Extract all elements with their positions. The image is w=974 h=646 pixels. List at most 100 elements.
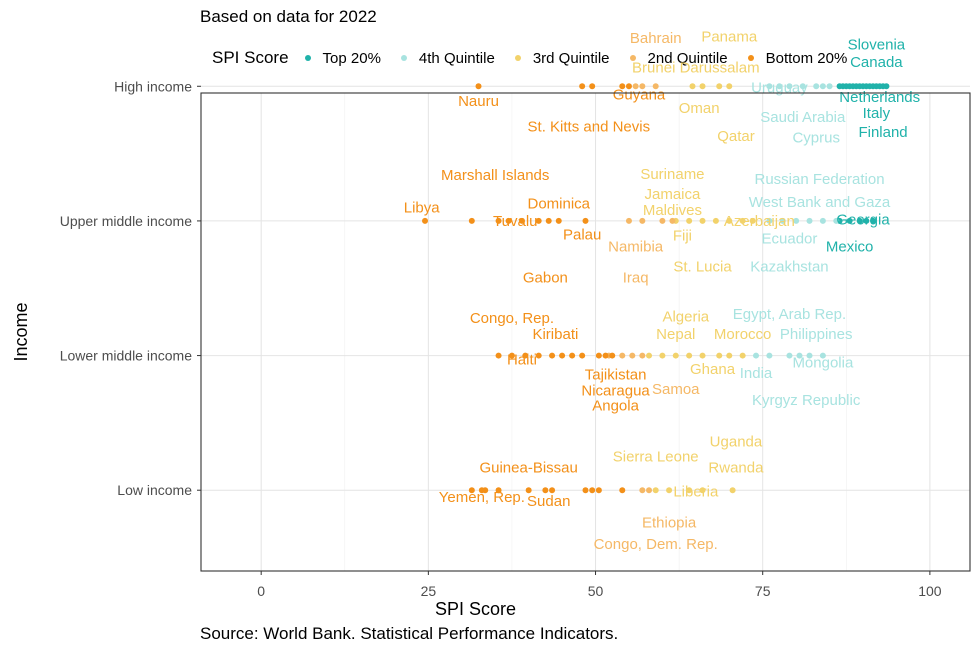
point-label: Nepal bbox=[656, 326, 695, 343]
point-label: Georgia bbox=[836, 212, 890, 229]
point-label: Bahrain bbox=[630, 30, 682, 47]
legend-item-3rd-quintile: 3rd Quintile bbox=[509, 49, 610, 67]
point-label: Congo, Dem. Rep. bbox=[594, 536, 718, 553]
point-label: Mexico bbox=[826, 238, 874, 255]
x-tick-label: 50 bbox=[588, 583, 604, 599]
data-point bbox=[495, 487, 502, 494]
data-point bbox=[863, 217, 870, 224]
data-point bbox=[739, 352, 746, 359]
data-point bbox=[582, 487, 589, 494]
y-tick-label: Lower middle income bbox=[60, 348, 192, 364]
data-point bbox=[468, 487, 475, 494]
data-point bbox=[826, 83, 833, 90]
data-point bbox=[806, 217, 813, 224]
point-label: Brunei Darussalam bbox=[632, 59, 760, 76]
point-label: India bbox=[740, 365, 773, 382]
data-point bbox=[739, 217, 746, 224]
point-label: Kyrgyz Republic bbox=[752, 392, 861, 409]
point-label: Sudan bbox=[527, 493, 570, 510]
data-point bbox=[482, 487, 489, 494]
legend-item-top-20: Top 20% bbox=[299, 49, 381, 67]
data-point bbox=[639, 217, 646, 224]
data-point bbox=[629, 352, 636, 359]
point-label: Ethiopia bbox=[642, 515, 697, 532]
data-point bbox=[468, 217, 475, 224]
data-point bbox=[669, 217, 676, 224]
x-tick-label: 100 bbox=[918, 583, 942, 599]
data-point bbox=[609, 352, 616, 359]
legend-item-bottom-20: Bottom 20% bbox=[742, 49, 848, 67]
point-label: Oman bbox=[679, 100, 720, 117]
plot-border bbox=[200, 92, 971, 572]
data-point bbox=[726, 217, 733, 224]
data-point bbox=[699, 352, 706, 359]
data-point bbox=[508, 352, 515, 359]
legend-key-4th-quintile bbox=[395, 49, 413, 67]
legend-label: 4th Quintile bbox=[418, 49, 495, 67]
point-label: Ecuador bbox=[762, 230, 818, 247]
point-label: Fiji bbox=[673, 228, 692, 245]
legend-title: SPI Score bbox=[212, 48, 289, 67]
y-tick-label: High income bbox=[114, 78, 192, 94]
data-point bbox=[518, 217, 525, 224]
point-label: Philippines bbox=[780, 326, 853, 343]
point-label: Saudi Arabia bbox=[760, 109, 846, 126]
data-point bbox=[726, 83, 733, 90]
point-label: Suriname bbox=[640, 166, 704, 183]
data-point bbox=[833, 217, 840, 224]
data-point bbox=[799, 83, 806, 90]
point-label: Uganda bbox=[710, 434, 763, 451]
legend-label: 2nd Quintile bbox=[647, 49, 728, 67]
point-label: Canada bbox=[850, 54, 903, 71]
data-point bbox=[659, 217, 666, 224]
point-label: St. Kitts and Nevis bbox=[528, 119, 651, 136]
data-point bbox=[595, 487, 602, 494]
data-point bbox=[666, 487, 673, 494]
data-point bbox=[796, 352, 803, 359]
data-point bbox=[619, 83, 626, 90]
data-point bbox=[505, 217, 512, 224]
data-point bbox=[686, 487, 693, 494]
point-label: St. Lucia bbox=[673, 259, 732, 276]
data-point bbox=[619, 352, 626, 359]
x-tick-label: 25 bbox=[421, 583, 437, 599]
data-point bbox=[846, 217, 853, 224]
data-point bbox=[555, 217, 562, 224]
data-point bbox=[559, 352, 566, 359]
data-point bbox=[542, 487, 549, 494]
data-point bbox=[813, 83, 820, 90]
legend-label: 3rd Quintile bbox=[532, 49, 610, 67]
data-point bbox=[422, 217, 429, 224]
data-point bbox=[589, 83, 596, 90]
data-point bbox=[779, 217, 786, 224]
legend-key-bottom-20 bbox=[742, 49, 760, 67]
data-point bbox=[639, 83, 646, 90]
data-point bbox=[699, 217, 706, 224]
data-point bbox=[549, 352, 556, 359]
point-label: Uruguay bbox=[751, 80, 808, 97]
data-point bbox=[712, 217, 719, 224]
legend-key-2nd-quintile bbox=[624, 49, 642, 67]
data-point bbox=[652, 83, 659, 90]
x-tick-label: 75 bbox=[755, 583, 771, 599]
plot-panel bbox=[201, 93, 970, 571]
data-point bbox=[535, 352, 542, 359]
legend-label: Bottom 20% bbox=[765, 49, 848, 67]
point-label: Gabon bbox=[523, 269, 568, 286]
point-label: Sierra Leone bbox=[613, 449, 699, 466]
point-label: Nauru bbox=[458, 93, 499, 110]
point-label: Russian Federation bbox=[755, 171, 885, 188]
legend-label: Top 20% bbox=[322, 49, 381, 67]
point-label: Kiribati bbox=[532, 326, 578, 343]
data-point bbox=[525, 487, 532, 494]
data-point bbox=[726, 352, 733, 359]
point-label: Mongolia bbox=[792, 354, 854, 371]
x-tick-label: 0 bbox=[257, 583, 265, 599]
data-point bbox=[766, 83, 773, 90]
data-point bbox=[793, 217, 800, 224]
y-tick-label: Upper middle income bbox=[60, 213, 192, 229]
data-point bbox=[753, 352, 760, 359]
data-point bbox=[619, 487, 626, 494]
point-label: Iraq bbox=[623, 269, 649, 286]
data-point bbox=[595, 352, 602, 359]
